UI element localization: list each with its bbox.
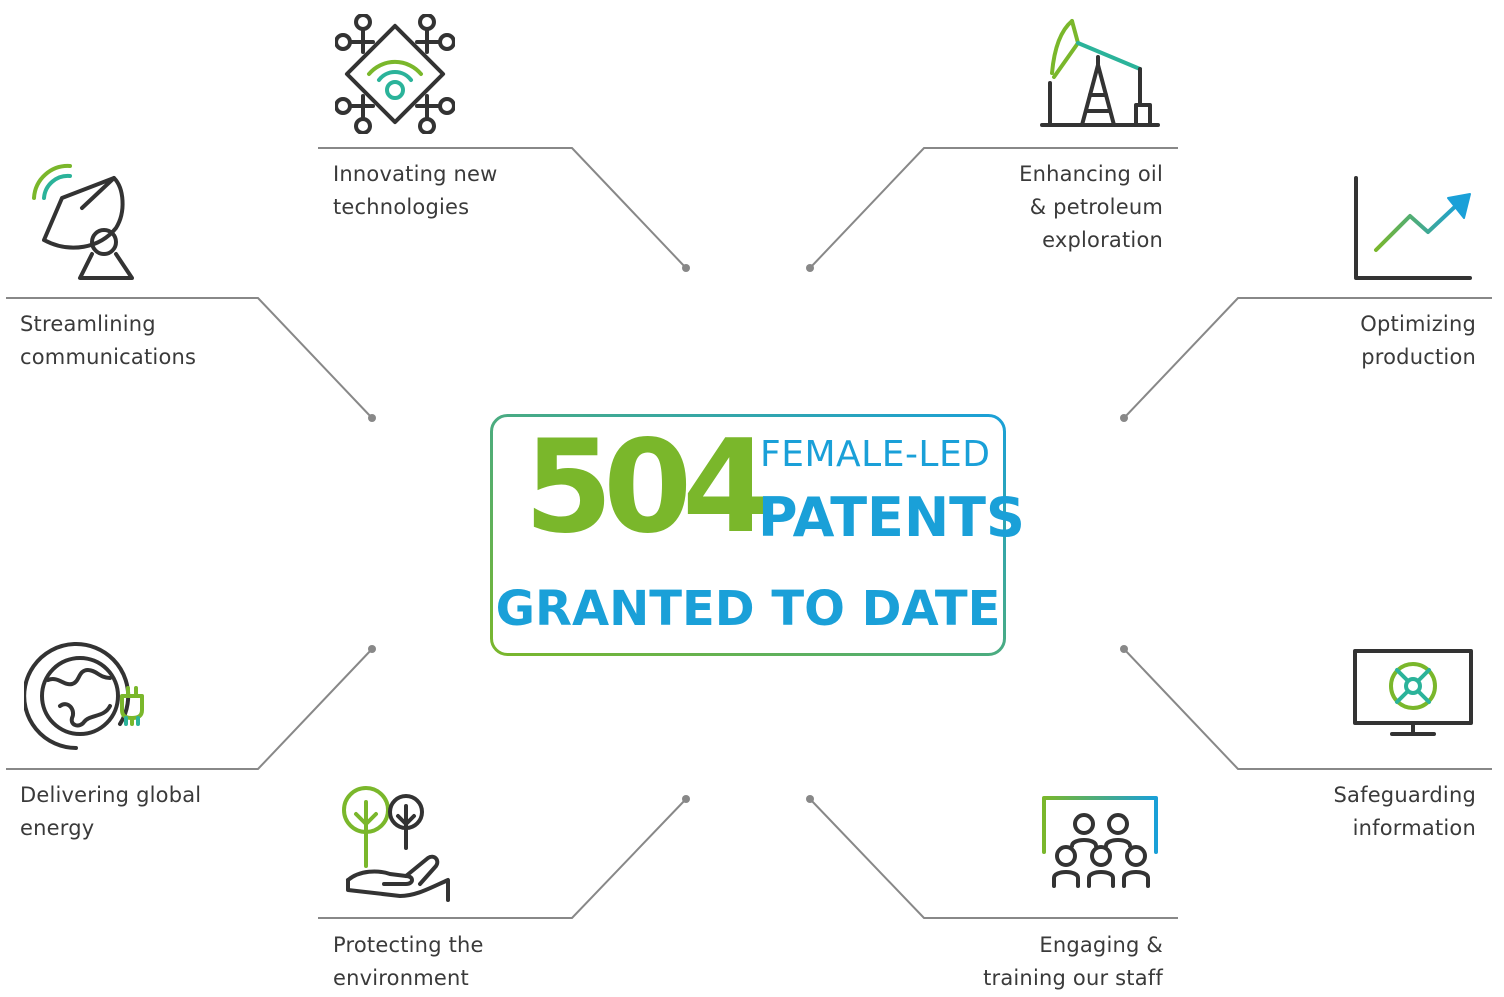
label-enhancing: Enhancing oil & petroleum exploration <box>1019 162 1163 252</box>
label-engaging: Engaging & training our staff <box>983 933 1163 990</box>
oil-pump-icon <box>1040 15 1162 129</box>
monitor-shield-icon <box>1352 648 1474 738</box>
granted-to-date-label: GRANTED TO DATE <box>495 581 1001 637</box>
connector-optimizing <box>1123 297 1492 419</box>
training-group-icon <box>1040 794 1162 890</box>
connector-protecting <box>318 798 687 919</box>
connector-safeguarding <box>1123 648 1492 770</box>
connector-innovating <box>318 147 687 269</box>
connector-engaging <box>809 798 1178 919</box>
label-innovating: Innovating new technologies <box>333 162 498 219</box>
chip-wifi-icon <box>335 14 455 134</box>
label-optimizing: Optimizing production <box>1360 312 1476 369</box>
patent-count: 504 <box>524 413 771 562</box>
globe-plug-icon <box>24 640 146 752</box>
patents-label: PATENTS <box>758 486 1025 549</box>
label-safeguarding: Safeguarding information <box>1333 783 1476 840</box>
connector-delivering <box>6 648 373 770</box>
label-protecting: Protecting the environment <box>333 933 484 990</box>
growth-chart-icon <box>1352 176 1474 282</box>
hand-trees-icon <box>340 784 456 904</box>
satellite-dish-icon <box>30 162 136 282</box>
connector-enhancing <box>809 147 1178 269</box>
center-badge <box>490 414 1006 656</box>
female-led-label: FEMALE-LED <box>760 434 991 475</box>
connector-streamlining <box>6 297 373 419</box>
label-delivering: Delivering global energy <box>20 783 202 840</box>
label-streamlining: Streamlining communications <box>20 312 197 369</box>
